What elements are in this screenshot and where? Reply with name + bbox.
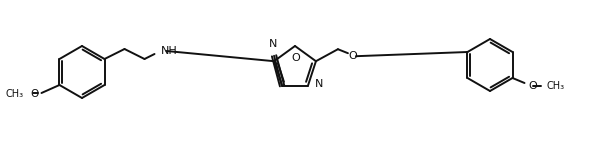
Text: O: O [349,51,358,61]
Text: N: N [269,39,277,49]
Text: O: O [529,81,537,91]
Text: O: O [30,89,39,99]
Text: O: O [292,53,301,63]
Text: NH: NH [160,46,177,56]
Text: CH₃: CH₃ [546,81,565,91]
Text: N: N [315,79,323,89]
Text: CH₃: CH₃ [5,89,24,99]
